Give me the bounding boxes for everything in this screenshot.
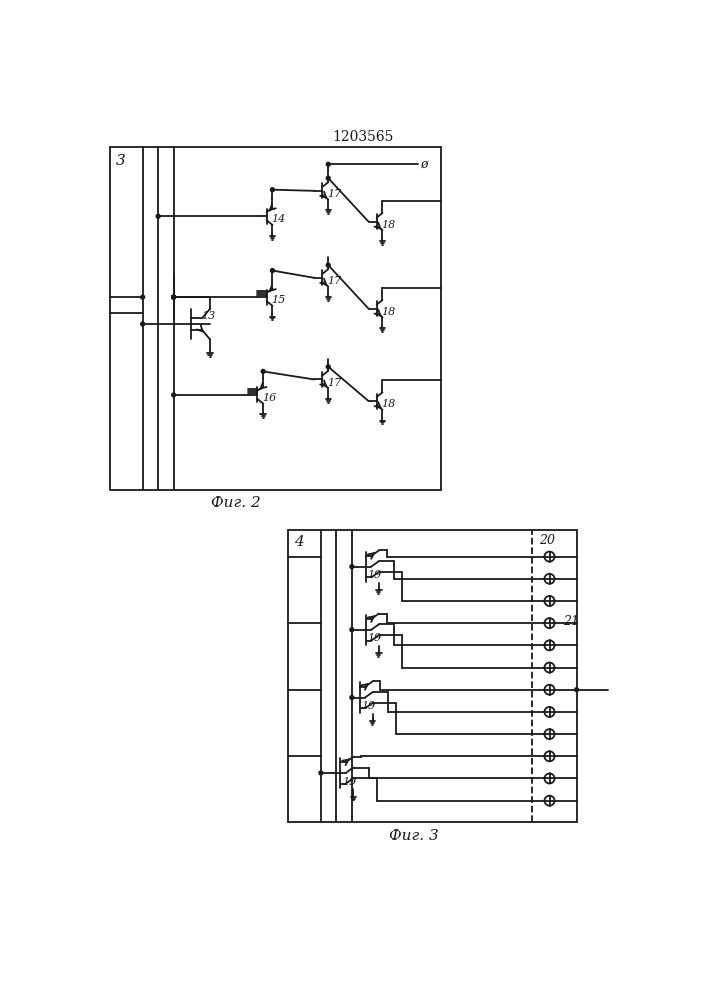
Text: 14: 14 — [271, 214, 286, 224]
Text: Фиг. 2: Фиг. 2 — [211, 496, 260, 510]
Text: 17: 17 — [327, 189, 341, 199]
Text: 17: 17 — [327, 378, 341, 388]
Text: 19: 19 — [361, 701, 375, 711]
Circle shape — [172, 393, 175, 397]
Circle shape — [271, 269, 274, 272]
Circle shape — [141, 295, 144, 299]
Circle shape — [172, 295, 175, 299]
Text: 13: 13 — [201, 311, 216, 321]
Text: 19: 19 — [341, 777, 356, 787]
Text: 18: 18 — [382, 399, 396, 409]
Circle shape — [575, 688, 578, 692]
Text: 20: 20 — [539, 534, 555, 547]
Text: 18: 18 — [382, 307, 396, 317]
Circle shape — [319, 771, 323, 775]
Circle shape — [141, 322, 144, 326]
Bar — [288, 530, 577, 822]
Circle shape — [327, 176, 330, 180]
Text: 3: 3 — [116, 154, 126, 168]
Text: 19: 19 — [368, 570, 382, 580]
Circle shape — [350, 628, 354, 632]
Text: Фиг. 3: Фиг. 3 — [389, 829, 439, 843]
Text: 19: 19 — [368, 633, 382, 643]
Circle shape — [172, 295, 175, 299]
Circle shape — [327, 263, 330, 267]
Text: 16: 16 — [262, 393, 276, 403]
Circle shape — [156, 214, 160, 218]
Circle shape — [350, 565, 354, 569]
Circle shape — [261, 369, 265, 373]
Circle shape — [172, 295, 175, 299]
Bar — [110, 147, 441, 490]
Text: 15: 15 — [271, 295, 286, 305]
Text: 18: 18 — [382, 220, 396, 230]
Text: 1203565: 1203565 — [332, 130, 393, 144]
Circle shape — [327, 365, 330, 369]
Text: ø: ø — [420, 158, 428, 171]
Text: 21: 21 — [563, 615, 578, 628]
Circle shape — [271, 188, 274, 192]
Text: 4: 4 — [294, 535, 304, 549]
Circle shape — [350, 696, 354, 699]
Circle shape — [327, 162, 330, 166]
Text: 17: 17 — [327, 276, 341, 286]
